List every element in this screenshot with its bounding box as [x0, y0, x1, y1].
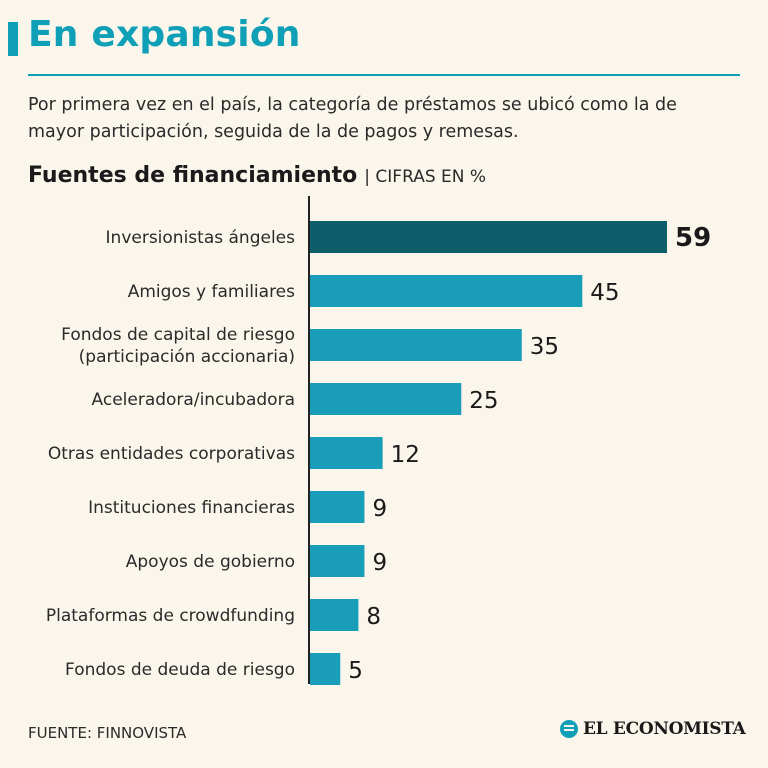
page-title: En expansión — [28, 14, 301, 55]
chart-heading: Fuentes de financiamiento | CIFRAS EN % — [28, 160, 486, 193]
data-label: 9 — [372, 550, 387, 576]
publisher-logo: EL ECONOMISTA — [560, 719, 746, 739]
title-divider — [28, 74, 740, 76]
bar — [310, 599, 359, 631]
category-label: Instituciones financieras — [88, 498, 295, 518]
bar — [310, 275, 583, 307]
data-label: 59 — [675, 223, 711, 253]
bar — [310, 437, 383, 469]
data-label: 12 — [391, 442, 420, 468]
category-label-line: Fondos de deuda de riesgo — [65, 660, 295, 680]
category-label: Otras entidades corporativas — [48, 444, 295, 464]
data-label: 35 — [530, 334, 559, 360]
category-label: Fondos de deuda de riesgo — [65, 660, 295, 680]
category-label: Inversionistas ángeles — [106, 228, 296, 248]
category-label: Plataformas de crowdfunding — [46, 606, 295, 626]
logo-icon — [560, 720, 578, 738]
bar — [310, 653, 341, 685]
chart-title: Fuentes de financiamiento — [28, 163, 358, 188]
data-label: 9 — [372, 496, 387, 522]
bar — [310, 545, 365, 577]
category-label: Amigos y familiares — [128, 282, 295, 302]
category-label-line: Aceleradora/incubadora — [92, 390, 295, 410]
source-note: FUENTE: FINNOVISTA — [28, 724, 187, 742]
category-label: Fondos de capital de riesgo (participació… — [61, 325, 295, 367]
data-label: 45 — [590, 280, 619, 306]
category-label-line: Instituciones financieras — [88, 498, 295, 518]
category-label-line: Inversionistas ángeles — [106, 228, 296, 248]
bar — [310, 383, 462, 415]
bar — [310, 491, 365, 523]
category-label-line: Apoyos de gobierno — [126, 552, 295, 572]
data-label: 5 — [348, 658, 363, 684]
data-label: 8 — [366, 604, 381, 630]
category-label-line: Amigos y familiares — [128, 282, 295, 302]
category-label-line: (participación accionaria) — [79, 347, 295, 367]
subtitle: Por primera vez en el país, la categoría… — [28, 95, 677, 142]
data-label: 25 — [469, 388, 498, 414]
title-accent-bar — [8, 22, 18, 56]
category-label-line: Plataformas de crowdfunding — [46, 606, 295, 626]
bar — [310, 329, 522, 361]
chart-unit: | CIFRAS EN % — [364, 167, 487, 187]
category-label: Aceleradora/incubadora — [92, 390, 295, 410]
logo-text: EL ECONOMISTA — [583, 719, 746, 739]
bar — [310, 221, 667, 253]
category-label-line: Otras entidades corporativas — [48, 444, 295, 464]
category-label: Apoyos de gobierno — [126, 552, 295, 572]
category-label-line: Fondos de capital de riesgo — [61, 325, 295, 345]
